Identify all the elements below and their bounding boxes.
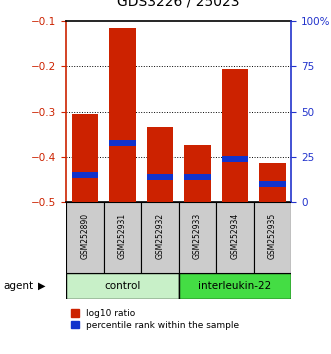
Bar [222,156,248,162]
Text: GSM252932: GSM252932 [156,213,165,259]
Text: interleukin-22: interleukin-22 [198,281,272,291]
Bar [147,174,173,180]
Text: agent: agent [3,281,33,291]
Text: ▶: ▶ [38,281,46,291]
Bar [72,172,98,178]
Bar [254,202,291,273]
Bar [109,140,136,146]
Text: GDS3226 / 25023: GDS3226 / 25023 [118,0,240,9]
Bar [184,145,211,202]
Text: GSM252890: GSM252890 [80,213,89,259]
Bar [179,202,216,273]
Bar [104,202,141,273]
Bar [179,273,291,299]
Bar [66,202,104,273]
Bar [66,273,179,299]
Bar [72,114,98,202]
Text: GSM252933: GSM252933 [193,213,202,259]
Bar [222,69,248,202]
Text: GSM252935: GSM252935 [268,213,277,259]
Bar [260,164,286,202]
Text: GSM252934: GSM252934 [230,213,240,259]
Bar [184,174,211,180]
Text: GSM252931: GSM252931 [118,213,127,259]
Bar [216,202,254,273]
Bar [260,181,286,187]
Bar [109,28,136,202]
Legend: log10 ratio, percentile rank within the sample: log10 ratio, percentile rank within the … [71,309,239,330]
Bar [147,127,173,202]
Bar [141,202,179,273]
Text: control: control [104,281,141,291]
